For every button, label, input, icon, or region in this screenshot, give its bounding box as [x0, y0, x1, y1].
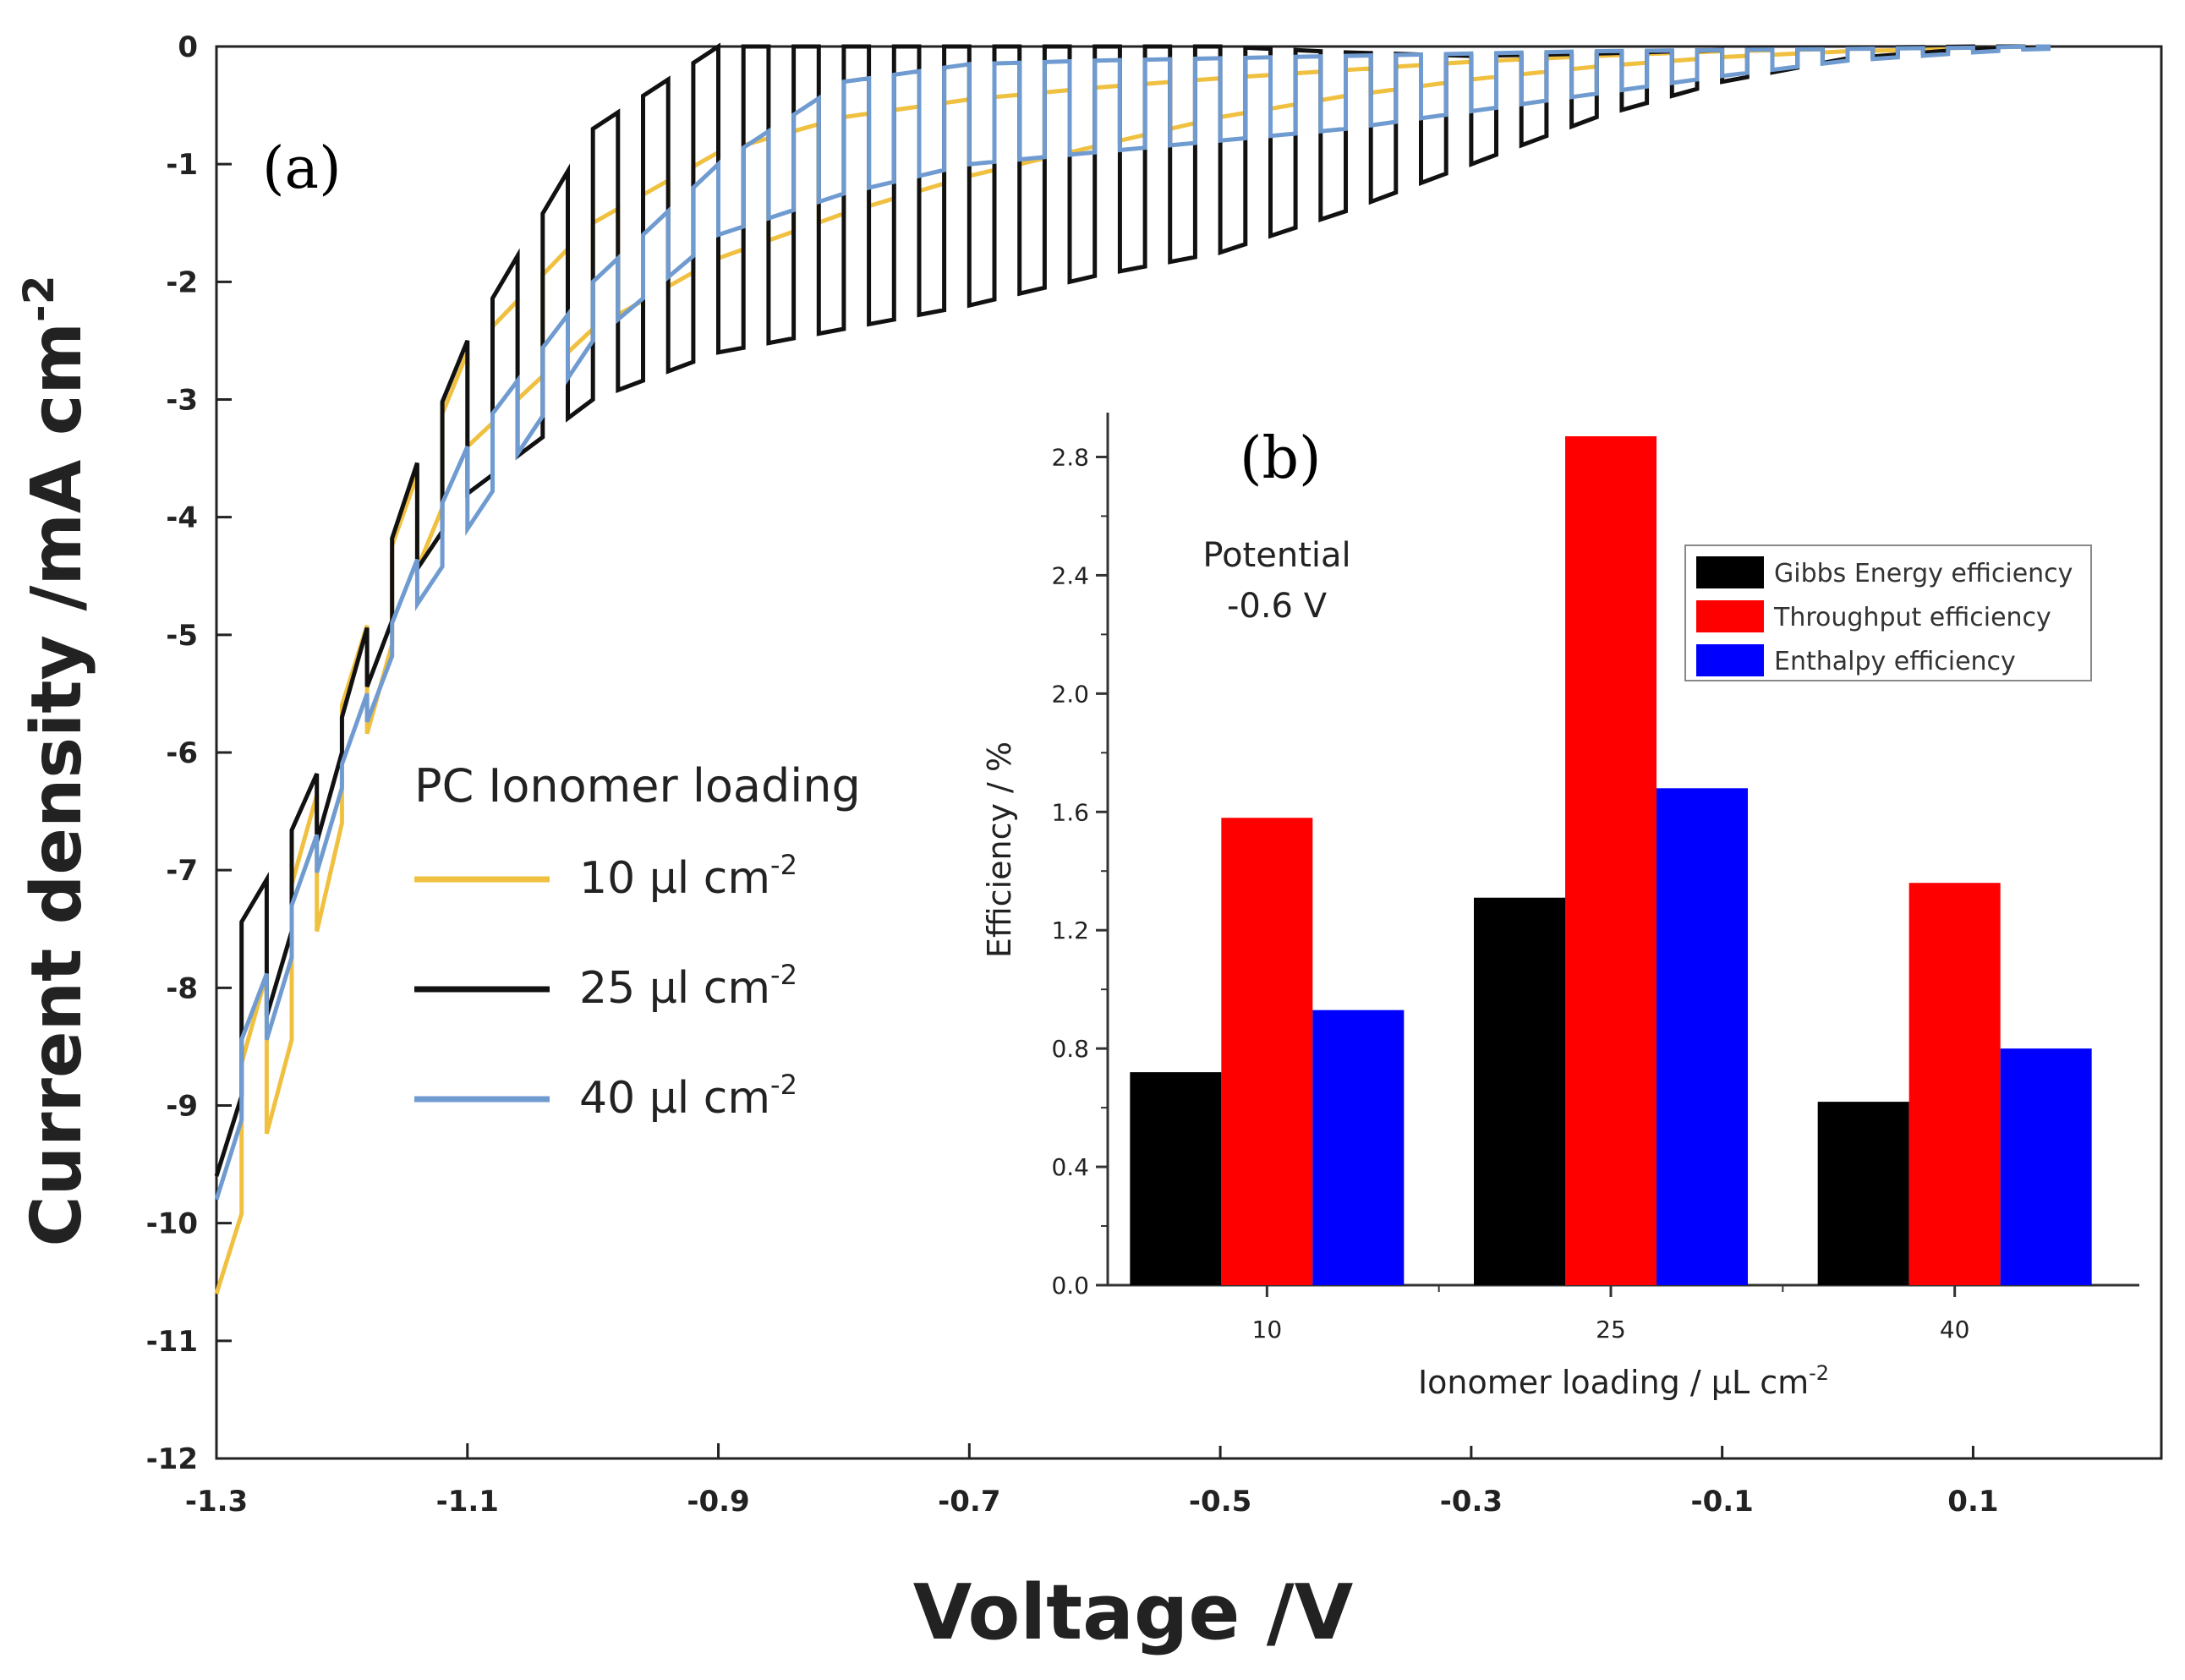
panel-b-legend-label: Throughput efficiency — [1773, 603, 2051, 632]
panel-b-bar-throughput-40 — [1908, 883, 2001, 1285]
panel-a-y-tick-label: -4 — [166, 501, 198, 535]
panel-b-y-axis-label: Efficiency / % — [981, 741, 1018, 958]
panel-b-x-axis-label-exponent: -2 — [1809, 1361, 1829, 1385]
panel-b-bars — [1130, 435, 2092, 1285]
panel-b-legend-label: Gibbs Energy efficiency — [1774, 559, 2073, 588]
panel-b-bar-throughput-10 — [1221, 818, 1313, 1285]
panel-b-label: (b) — [1240, 425, 1322, 492]
panel-a-legend-label-main: 40 μl cm — [579, 1073, 770, 1124]
panel-a-x-tick-label: -1.3 — [185, 1485, 248, 1519]
panel-b-bar-enthalpy-25 — [1657, 788, 1748, 1285]
panel-a-y-axis-label-exponent: -2 — [14, 276, 63, 323]
panel-a-y-ticks: 0 -1 -2 -3 -4 -5 -6 -7 -8 -9 -10 -11 -12 — [146, 30, 232, 1476]
panel-a-legend-label-exponent: -2 — [770, 1069, 797, 1101]
panel-b-y-tick-label: 2.4 — [1051, 561, 1089, 589]
panel-b-legend-swatch — [1696, 556, 1764, 588]
panel-b-legend-swatch — [1696, 600, 1764, 632]
panel-b-bar-gibbs-40 — [1817, 1102, 1909, 1285]
panel-b-chart: 0.0 0.4 0.8 1.2 1.6 2.0 2.4 2.8 10 25 40 (b) Pote… — [981, 397, 2148, 1446]
panel-a-y-tick-label: -5 — [166, 619, 198, 653]
panel-b-legend: Gibbs Energy efficiency Throughput effici… — [1684, 544, 2092, 681]
panel-a-x-tick-label: -0.3 — [1440, 1485, 1503, 1519]
panel-a-x-tick-label: 0.1 — [1947, 1485, 1998, 1519]
panel-b-bar-gibbs-25 — [1474, 897, 1565, 1285]
panel-a-y-tick-label: 0 — [178, 30, 198, 64]
panel-a-legend-items: 10 μl cm-225 μl cm-240 μl cm-2 — [414, 849, 797, 1124]
panel-a-legend-label-exponent: -2 — [770, 959, 797, 991]
panel-a-series-line-40 — [214, 44, 2051, 1201]
panel-a-y-tick-label: -10 — [146, 1207, 198, 1241]
panel-a-x-tick-label: -0.5 — [1189, 1485, 1251, 1519]
panel-a-x-tick-label: -1.1 — [436, 1485, 499, 1519]
panel-b-x-ticks: 10 25 40 — [1252, 1285, 1970, 1343]
panel-a-y-tick-label: -6 — [166, 736, 198, 770]
panel-b-legend-swatch — [1696, 644, 1764, 676]
panel-a-x-tick-label: -0.7 — [938, 1485, 1000, 1519]
panel-a-legend-label: 25 μl cm-2 — [579, 959, 797, 1014]
panel-a-x-axis-label: Voltage /V — [913, 1568, 1354, 1657]
panel-b-annotation-line2: -0.6 V — [1227, 587, 1328, 626]
panel-a-legend: PC Ionomer loading 10 μl cm-225 μl cm-24… — [414, 759, 861, 1124]
panel-b-y-tick-label: 0.0 — [1051, 1272, 1089, 1300]
panel-a-legend-label-exponent: -2 — [770, 849, 797, 881]
panel-b-y-tick-label: 1.2 — [1051, 917, 1089, 944]
panel-a-legend-label: 10 μl cm-2 — [579, 849, 797, 904]
panel-b-y-tick-label: 2.8 — [1051, 443, 1089, 471]
panel-b-x-tick-label: 10 — [1252, 1316, 1283, 1343]
panel-a-legend-label: 40 μl cm-2 — [579, 1069, 797, 1124]
panel-a-y-tick-label: -2 — [166, 265, 198, 299]
panel-b-annotation-line1: Potential — [1202, 536, 1350, 575]
panel-b-bar-enthalpy-10 — [1312, 1010, 1405, 1285]
panel-b-legend-items: Gibbs Energy efficiency Throughput effici… — [1696, 556, 2073, 676]
panel-a-y-tick-label: -3 — [166, 384, 198, 418]
panel-b-y-tick-label: 1.6 — [1051, 798, 1089, 826]
panel-a-y-tick-label: -8 — [166, 971, 198, 1005]
panel-b-y-tick-label: 2.0 — [1051, 680, 1089, 708]
panel-a-legend-label-main: 10 μl cm — [579, 853, 770, 904]
panel-b-bar-throughput-25 — [1565, 435, 1657, 1285]
panel-b-x-axis-label-main: Ionomer loading / μL cm — [1418, 1364, 1809, 1401]
panel-a-chart: -1.3 -1.1 -0.9 -0.7 -0.5 -0.3 -0.1 0.1 0 -1 -2 -3 -… — [14, 30, 2163, 1657]
panel-b-y-tick-label: 0.4 — [1051, 1153, 1089, 1181]
panel-a-y-tick-label: -7 — [166, 854, 198, 888]
panel-b-bar-gibbs-10 — [1130, 1072, 1222, 1285]
panel-a-y-tick-label: -1 — [166, 148, 198, 182]
panel-b-bar-enthalpy-40 — [2000, 1048, 2092, 1285]
panel-a-y-tick-label: -9 — [166, 1090, 198, 1124]
panel-a-y-tick-label: -11 — [146, 1325, 198, 1359]
panel-b-x-axis-label: Ionomer loading / μL cm-2 — [1418, 1361, 1829, 1401]
panel-a-legend-title: PC Ionomer loading — [414, 759, 861, 813]
panel-b-x-tick-label: 40 — [1940, 1316, 1970, 1343]
panel-a-x-ticks: -1.3 -1.1 -0.9 -0.7 -0.5 -0.3 -0.1 0.1 — [185, 1443, 1999, 1519]
panel-b-x-tick-label: 25 — [1596, 1316, 1626, 1343]
panel-a-x-tick-label: -0.9 — [687, 1485, 749, 1519]
panel-a-y-axis-label: Current density /mA cm-2 — [14, 276, 97, 1247]
panel-a-series-group — [214, 42, 2051, 1294]
panel-a-y-tick-label: -12 — [146, 1442, 198, 1476]
panel-a-legend-label-main: 25 μl cm — [579, 963, 770, 1014]
panel-b-y-ticks: 0.0 0.4 0.8 1.2 1.6 2.0 2.4 2.8 — [1051, 443, 1108, 1300]
panel-b-legend-label: Enthalpy efficiency — [1774, 647, 2016, 676]
panel-a-label: (a) — [262, 135, 342, 202]
panel-a-x-tick-label: -0.1 — [1690, 1485, 1753, 1519]
panel-b-y-tick-label: 0.8 — [1051, 1035, 1089, 1063]
panel-a-y-axis-label-main: Current density /mA cm — [17, 322, 97, 1246]
